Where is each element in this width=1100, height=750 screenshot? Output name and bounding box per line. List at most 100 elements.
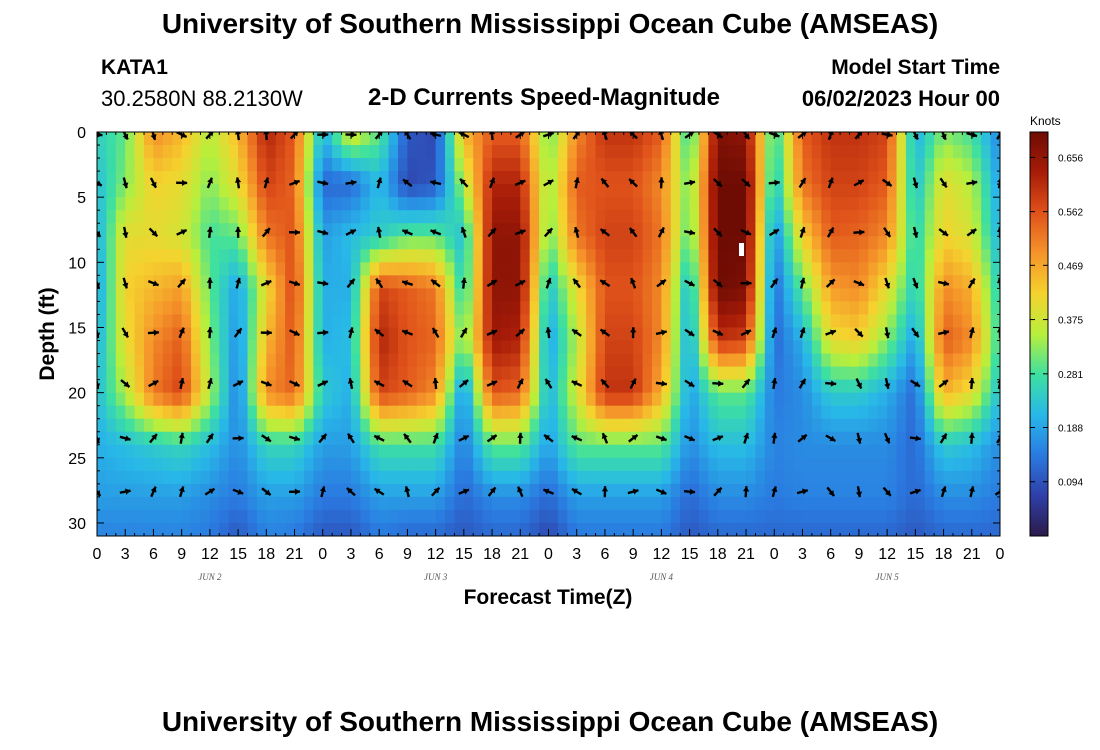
heatmap-cell (830, 496, 841, 511)
heatmap-cell (614, 288, 625, 303)
heatmap-cell (727, 405, 738, 420)
arrow-head (489, 177, 496, 184)
heatmap-cell (586, 431, 597, 446)
heatmap-cell (238, 418, 249, 433)
heatmap-cell (256, 262, 267, 276)
heatmap-cell (924, 509, 935, 524)
heatmap-cell (426, 444, 437, 459)
heatmap-cell (858, 262, 869, 276)
heatmap-cell (642, 327, 653, 342)
heatmap-cell (783, 275, 794, 289)
heatmap-cell (830, 418, 841, 433)
current-arrow (514, 179, 526, 187)
heatmap-cell (557, 444, 568, 459)
heatmap-cell (510, 249, 521, 263)
current-arrow (97, 434, 101, 444)
x-tick-label: 3 (121, 546, 130, 563)
heatmap-cell (209, 470, 220, 485)
heatmap-cell (275, 223, 286, 237)
current-arrow (432, 377, 439, 390)
heatmap-cell (746, 379, 757, 394)
current-arrow (260, 279, 272, 287)
heatmap-cell (266, 223, 277, 237)
heatmap-cell (473, 171, 484, 185)
heatmap-cell (266, 379, 277, 394)
heatmap-cell (576, 366, 587, 381)
heatmap-cell (623, 301, 634, 316)
heatmap-cell (736, 145, 747, 159)
heatmap-cell (962, 210, 973, 224)
heatmap-cell (990, 132, 1000, 146)
heatmap-cell (736, 405, 747, 420)
arrow-head (802, 488, 808, 495)
heatmap-cell (191, 470, 202, 485)
heatmap-cell (115, 223, 126, 237)
heatmap-cell (379, 171, 390, 185)
heatmap-cell (689, 158, 700, 172)
heatmap-cell (689, 353, 700, 368)
heatmap-cell (642, 145, 653, 159)
heatmap-cell (689, 236, 700, 250)
heatmap-cell (746, 314, 757, 329)
x-tick-label: 3 (572, 546, 581, 563)
arrow-head (660, 435, 667, 442)
heatmap-cell (388, 223, 399, 237)
heatmap-cell (285, 236, 296, 250)
heatmap-cell (971, 314, 982, 329)
heatmap-cell (774, 145, 785, 159)
heatmap-cell (651, 288, 662, 303)
current-arrow (206, 327, 214, 339)
heatmap-cell (557, 366, 568, 381)
heatmap-cell (322, 509, 333, 524)
heatmap-cell (106, 158, 117, 172)
heatmap-cell (162, 275, 173, 289)
heatmap-cell (520, 197, 531, 211)
heatmap-cell (793, 457, 804, 472)
heatmap-cell (981, 223, 992, 237)
heatmap-cell (238, 340, 249, 355)
heatmap-cell (510, 275, 521, 289)
heatmap-cell (200, 262, 211, 276)
heatmap-cell (774, 288, 785, 303)
heatmap-cell (181, 197, 192, 211)
current-arrow (912, 277, 919, 289)
heatmap-cell (200, 275, 211, 289)
heatmap-cell (388, 340, 399, 355)
heatmap-cell (586, 470, 597, 485)
heatmap-cell (125, 314, 136, 329)
heatmap-cell (416, 431, 427, 446)
heatmap-cell (294, 236, 305, 250)
heatmap-cell (840, 366, 851, 381)
heatmap-cell (774, 379, 785, 394)
arrow-head (943, 329, 949, 336)
heatmap-cell (717, 379, 728, 394)
heatmap-cell (238, 145, 249, 159)
heatmap-cell (341, 522, 352, 536)
heatmap-cell (350, 171, 361, 185)
heatmap-cell (238, 444, 249, 459)
heatmap-cell (774, 236, 785, 250)
arrow-head (630, 378, 637, 385)
arrow-head (430, 229, 437, 236)
current-arrow (884, 277, 891, 289)
heatmap-cell (915, 262, 926, 276)
heatmap-cell (746, 184, 757, 198)
current-arrow (176, 179, 188, 186)
heatmap-cell (830, 301, 841, 316)
heatmap-cell (680, 197, 691, 211)
heatmap-cell (868, 379, 879, 394)
heatmap-cell (256, 353, 267, 368)
heatmap-cell (952, 132, 963, 146)
heatmap-cell (614, 418, 625, 433)
heatmap-cell (313, 457, 324, 472)
heatmap-cell (256, 457, 267, 472)
heatmap-cell (238, 275, 249, 289)
heatmap-cell (887, 236, 898, 250)
heatmap-cell (172, 366, 183, 381)
heatmap-cell (454, 418, 465, 433)
heatmap-cell (256, 223, 267, 237)
heatmap-cell (219, 379, 230, 394)
heatmap-cell (793, 171, 804, 185)
heatmap-cell (294, 392, 305, 407)
heatmap-cell (576, 158, 587, 172)
